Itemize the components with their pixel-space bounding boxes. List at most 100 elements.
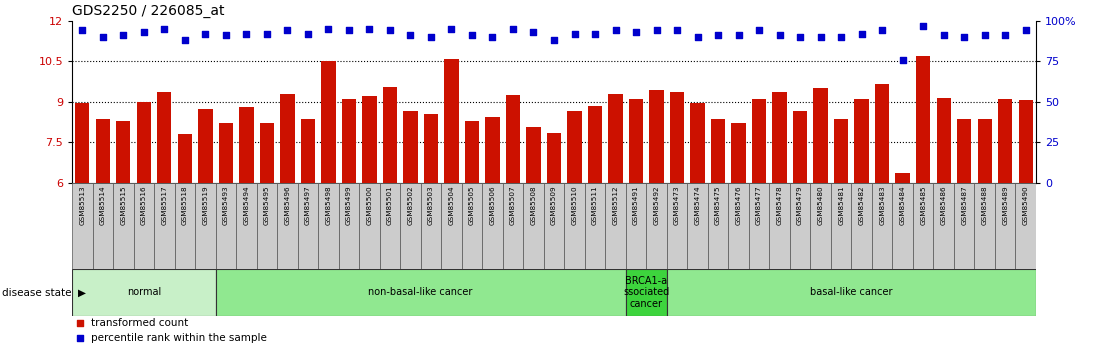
Bar <box>708 183 728 269</box>
Text: GSM85489: GSM85489 <box>1003 186 1008 225</box>
Bar <box>136 102 151 183</box>
Point <box>976 32 994 38</box>
Text: GSM85475: GSM85475 <box>715 186 721 225</box>
Point <box>812 34 830 40</box>
Bar <box>177 134 192 183</box>
Bar <box>216 269 626 316</box>
Bar <box>954 183 974 269</box>
Bar <box>134 183 154 269</box>
Text: GSM85510: GSM85510 <box>572 186 577 225</box>
Bar <box>957 119 972 183</box>
Bar <box>667 269 1036 316</box>
Bar <box>526 127 541 183</box>
Bar <box>482 183 503 269</box>
Text: GSM85515: GSM85515 <box>121 186 126 225</box>
Point <box>873 28 891 33</box>
Bar <box>690 103 705 183</box>
Bar <box>216 183 236 269</box>
Bar <box>749 183 769 269</box>
Point <box>422 34 440 40</box>
Text: GSM85494: GSM85494 <box>244 186 249 225</box>
Text: GSM85499: GSM85499 <box>346 186 352 225</box>
Point <box>730 32 748 38</box>
Bar <box>300 119 315 183</box>
Bar <box>503 183 523 269</box>
Bar <box>936 98 951 183</box>
Text: GDS2250 / 226085_at: GDS2250 / 226085_at <box>72 4 225 18</box>
Bar <box>341 99 356 183</box>
Point <box>94 34 112 40</box>
Bar <box>380 183 400 269</box>
Bar <box>790 183 810 269</box>
Point <box>914 23 932 28</box>
Point <box>750 28 768 33</box>
Text: GSM85485: GSM85485 <box>920 186 926 225</box>
Point <box>114 32 132 38</box>
Point <box>586 31 604 37</box>
Bar <box>731 124 746 183</box>
Bar <box>544 183 564 269</box>
Text: GSM85496: GSM85496 <box>285 186 290 225</box>
Bar <box>585 183 605 269</box>
Text: GSM85474: GSM85474 <box>695 186 700 225</box>
Bar <box>277 183 298 269</box>
Point <box>442 26 460 32</box>
Point <box>627 29 645 35</box>
Point <box>648 28 666 33</box>
Text: GSM85488: GSM85488 <box>982 186 987 225</box>
Text: GSM85516: GSM85516 <box>141 186 146 225</box>
Bar <box>564 183 585 269</box>
Point <box>258 31 276 37</box>
Text: GSM85519: GSM85519 <box>203 186 208 225</box>
Point <box>894 57 912 62</box>
Point <box>381 28 399 33</box>
Bar <box>464 121 479 183</box>
Bar <box>195 183 216 269</box>
Point <box>416 261 433 266</box>
Text: GSM85501: GSM85501 <box>387 186 393 225</box>
Bar <box>834 119 849 183</box>
Point <box>524 29 542 35</box>
Point <box>668 28 686 33</box>
Bar <box>667 183 687 269</box>
Bar <box>875 84 890 183</box>
Bar <box>113 183 134 269</box>
Bar <box>95 119 110 183</box>
Bar <box>298 183 318 269</box>
Bar <box>872 183 892 269</box>
Bar <box>711 119 726 183</box>
Bar <box>523 183 544 269</box>
Point <box>416 128 433 133</box>
Bar <box>567 111 582 183</box>
Bar <box>995 183 1015 269</box>
Point <box>401 32 419 38</box>
Text: GSM85490: GSM85490 <box>1023 186 1028 225</box>
Point <box>771 32 789 38</box>
Point <box>73 28 91 33</box>
Text: GSM85487: GSM85487 <box>962 186 967 225</box>
Bar <box>239 107 254 183</box>
Text: GSM85502: GSM85502 <box>408 186 413 225</box>
Bar <box>154 183 175 269</box>
Point <box>504 26 522 32</box>
Point <box>360 26 378 32</box>
Point <box>607 28 625 33</box>
Bar <box>259 124 274 183</box>
Bar <box>916 56 931 183</box>
Point <box>196 31 214 37</box>
Bar <box>382 87 397 183</box>
Bar <box>318 183 339 269</box>
Text: GSM85477: GSM85477 <box>756 186 762 225</box>
Point <box>996 32 1014 38</box>
Bar <box>400 183 421 269</box>
Point <box>709 32 727 38</box>
Bar <box>895 174 910 183</box>
Point <box>319 26 337 32</box>
Bar <box>1018 100 1033 183</box>
Bar <box>588 106 603 183</box>
Text: GSM85493: GSM85493 <box>223 186 229 225</box>
Point <box>237 31 255 37</box>
Point <box>935 32 953 38</box>
Text: GSM85513: GSM85513 <box>80 186 85 225</box>
Bar <box>93 183 113 269</box>
